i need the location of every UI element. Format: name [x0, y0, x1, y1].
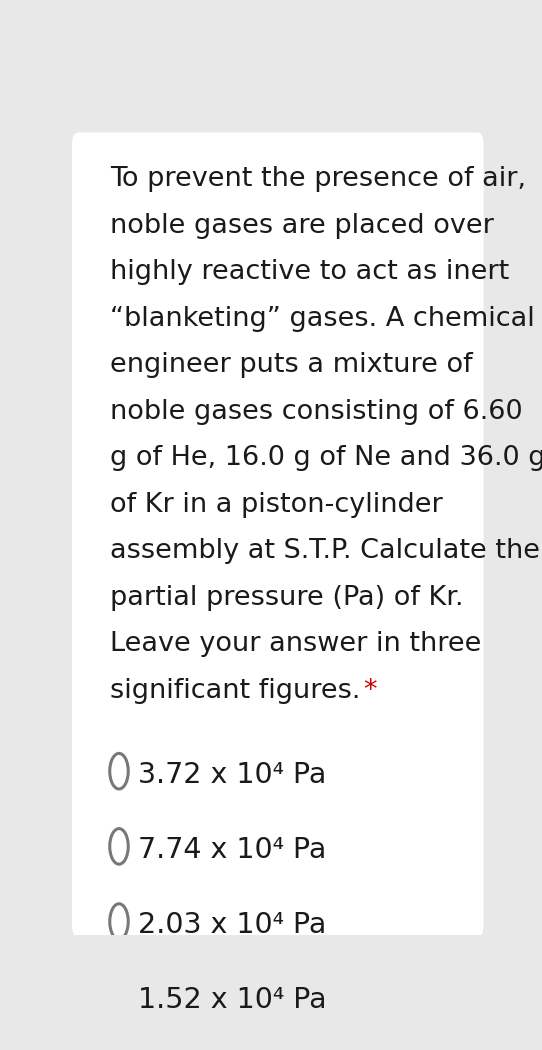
Text: 7.74 x 10⁴ Pa: 7.74 x 10⁴ Pa	[138, 836, 327, 864]
Text: engineer puts a mixture of: engineer puts a mixture of	[109, 353, 473, 378]
Text: 2.03 x 10⁴ Pa: 2.03 x 10⁴ Pa	[138, 911, 327, 939]
Text: g of He, 16.0 g of Ne and 36.0 g: g of He, 16.0 g of Ne and 36.0 g	[109, 445, 542, 471]
FancyBboxPatch shape	[72, 132, 483, 937]
Circle shape	[109, 828, 128, 864]
Text: *: *	[363, 678, 377, 704]
Text: significant figures.: significant figures.	[109, 678, 360, 704]
Text: “blanketing” gases. A chemical: “blanketing” gases. A chemical	[109, 306, 534, 332]
Circle shape	[109, 904, 128, 940]
Text: noble gases are placed over: noble gases are placed over	[109, 213, 494, 239]
Text: partial pressure (Pa) of Kr.: partial pressure (Pa) of Kr.	[109, 585, 463, 611]
Text: noble gases consisting of 6.60: noble gases consisting of 6.60	[109, 399, 522, 425]
Text: highly reactive to act as inert: highly reactive to act as inert	[109, 259, 509, 286]
Text: of Kr in a piston-cylinder: of Kr in a piston-cylinder	[109, 491, 442, 518]
Text: To prevent the presence of air,: To prevent the presence of air,	[109, 167, 526, 192]
Circle shape	[109, 979, 128, 1014]
Circle shape	[109, 754, 128, 789]
Text: 1.52 x 10⁴ Pa: 1.52 x 10⁴ Pa	[138, 986, 327, 1014]
Text: 3.72 x 10⁴ Pa: 3.72 x 10⁴ Pa	[138, 760, 327, 789]
Text: Leave your answer in three: Leave your answer in three	[109, 631, 481, 657]
Text: assembly at S.T.P. Calculate the: assembly at S.T.P. Calculate the	[109, 539, 540, 564]
